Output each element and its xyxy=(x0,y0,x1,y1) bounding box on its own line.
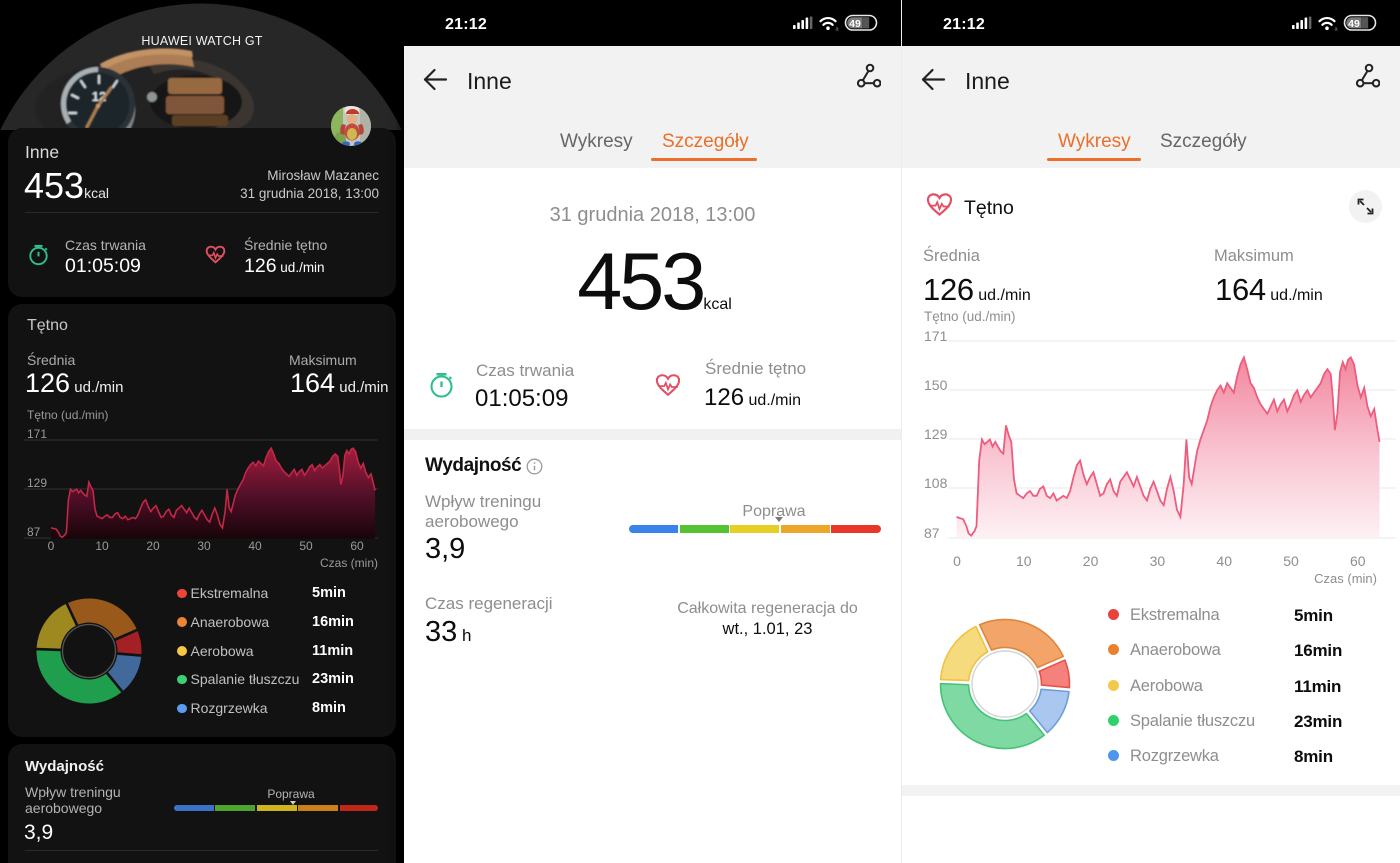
svg-text:87: 87 xyxy=(924,525,940,541)
svg-text:87: 87 xyxy=(27,525,41,539)
svg-text:171: 171 xyxy=(924,328,948,344)
svg-text:40: 40 xyxy=(248,539,262,553)
svg-text:30: 30 xyxy=(197,539,211,553)
svg-text:Czas (min): Czas (min) xyxy=(1314,571,1377,586)
svg-text:60: 60 xyxy=(350,539,364,553)
svg-text:49: 49 xyxy=(1348,18,1360,30)
svg-text:49: 49 xyxy=(849,18,861,30)
svg-text:20: 20 xyxy=(146,539,160,553)
svg-text:Czas (min): Czas (min) xyxy=(320,556,378,570)
svg-text:10: 10 xyxy=(95,539,109,553)
svg-text:a: a xyxy=(1335,27,1339,33)
svg-text:0: 0 xyxy=(953,553,961,569)
svg-text:HUAWEI WATCH GT: HUAWEI WATCH GT xyxy=(141,34,262,48)
svg-text:30: 30 xyxy=(1150,553,1166,569)
svg-text:150: 150 xyxy=(924,377,948,393)
svg-text:40: 40 xyxy=(1216,553,1232,569)
svg-text:0: 0 xyxy=(48,539,55,553)
svg-text:60: 60 xyxy=(1350,553,1366,569)
svg-text:129: 129 xyxy=(27,476,47,490)
svg-text:50: 50 xyxy=(1283,553,1299,569)
svg-text:10: 10 xyxy=(1016,553,1032,569)
svg-text:171: 171 xyxy=(27,427,47,441)
svg-text:50: 50 xyxy=(299,539,313,553)
svg-text:a: a xyxy=(836,27,840,33)
svg-text:20: 20 xyxy=(1083,553,1099,569)
svg-text:129: 129 xyxy=(924,426,948,442)
svg-text:108: 108 xyxy=(924,475,948,491)
